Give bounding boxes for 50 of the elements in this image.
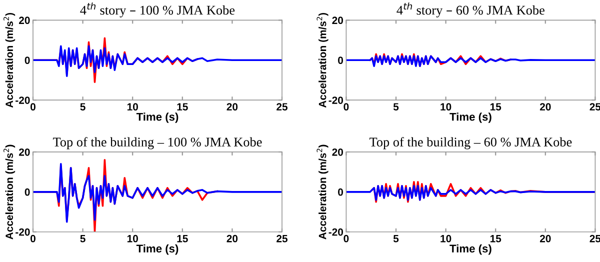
x-tick-label: 20	[540, 103, 551, 111]
x-tick-label: 15	[490, 103, 502, 111]
x-tick-label: 25	[276, 103, 288, 111]
line-series	[346, 55, 596, 68]
y-axis-title: Acceleration (m/s$^{2}$)	[4, 144, 16, 240]
y-tick-label: -20	[16, 96, 30, 104]
line-series	[33, 45, 282, 78]
x-tick-label: 0	[344, 234, 349, 242]
y-tick-label: -20	[328, 228, 343, 236]
x-tick-label: 20	[226, 234, 238, 242]
y-tick-label: 0	[24, 56, 30, 64]
x-tick-label: 5	[80, 235, 86, 242]
chart-title: 4$^{th}$ story – 100 % JMA Kobe	[80, 2, 235, 18]
y-tick-label: -20	[328, 96, 343, 104]
y-tick-label: 20	[19, 16, 30, 24]
y-tick-label: 0	[24, 188, 30, 196]
x-axis-title: Time (s)	[450, 112, 492, 123]
y-axis-title: Acceleration (m/s$^{2}$)	[316, 13, 328, 108]
x-tick-label: 15	[177, 235, 188, 242]
x-axis-title: Time (s)	[450, 244, 492, 255]
x-tick-label: 10	[440, 103, 452, 111]
y-axis-title: Acceleration (m/s$^{2}$)	[316, 144, 328, 240]
y-tick-label: -20	[16, 228, 30, 236]
x-tick-label: 0	[30, 234, 36, 242]
y-tick-label: 20	[332, 148, 343, 156]
chart-title: 4$^{th}$ story – 60 % JMA Kobe	[396, 2, 544, 18]
line-series	[346, 185, 596, 201]
x-tick-label: 10	[440, 234, 452, 242]
x-tick-label: 25	[276, 234, 288, 242]
chart-title: Top of the building – 100 % JMA Kobe	[53, 137, 262, 150]
x-tick-label: 5	[393, 103, 399, 111]
y-axis-title: Acceleration (m/s$^{2}$)	[4, 13, 16, 108]
line-series	[33, 163, 282, 223]
y-tick-label: 20	[332, 16, 343, 24]
x-tick-label: 15	[177, 103, 188, 111]
y-tick-label: 0	[338, 188, 343, 196]
x-axis-title: Time (s)	[136, 244, 178, 255]
chart-title: Top of the building – 60 % JMA Kobe	[370, 137, 572, 150]
x-tick-label: 15	[490, 235, 502, 242]
x-tick-label: 20	[226, 103, 238, 111]
x-tick-label: 20	[540, 234, 551, 242]
y-tick-label: 0	[338, 56, 343, 64]
x-tick-label: 5	[80, 103, 86, 111]
x-tick-label: 0	[344, 103, 349, 111]
x-tick-label: 0	[30, 103, 36, 111]
x-tick-label: 5	[393, 235, 399, 242]
x-tick-label: 10	[127, 234, 138, 242]
x-tick-label: 10	[127, 103, 138, 111]
y-tick-label: 20	[19, 148, 30, 156]
x-axis-title: Time (s)	[136, 112, 178, 123]
